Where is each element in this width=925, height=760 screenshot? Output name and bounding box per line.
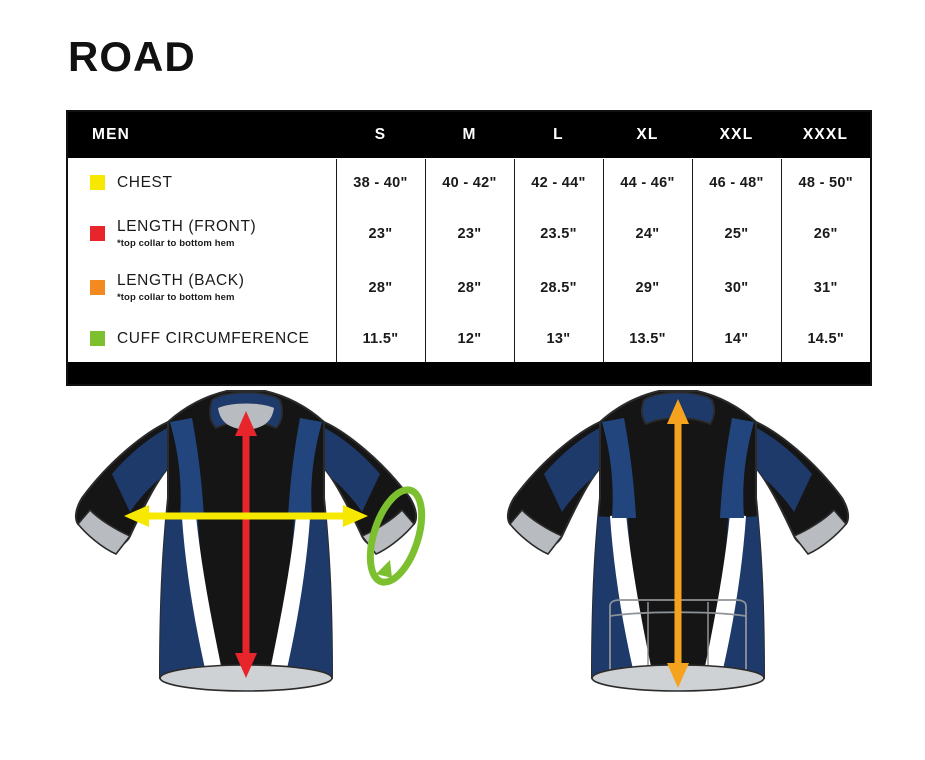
chest-arrow xyxy=(124,505,368,527)
table-row-chest: CHEST 38 - 40" 40 - 42" 42 - 44" 44 - 46… xyxy=(68,158,870,207)
cuff-value-xxl: 14" xyxy=(691,314,781,362)
jersey-illustration-area xyxy=(0,378,925,718)
length-back-value-xl: 29" xyxy=(602,260,692,315)
header-size-xxxl: XXXL xyxy=(802,126,849,143)
chest-label: CHEST xyxy=(117,173,173,191)
chest-value-m: 40 - 42" xyxy=(424,158,514,207)
header-size-xl: XL xyxy=(636,126,659,143)
table-header-row: MEN S M L XL XXL XXXL xyxy=(68,112,870,159)
header-size-s: S xyxy=(374,126,387,143)
cuff-circumference-color-swatch xyxy=(90,331,105,346)
jersey-front-view xyxy=(74,390,426,692)
row-label-length-front: LENGTH (FRONT) *top collar to bottom hem xyxy=(68,206,336,261)
chest-value-xxxl: 48 - 50" xyxy=(780,158,870,207)
header-size-m: M xyxy=(462,126,477,143)
chest-value-l: 42 - 44" xyxy=(513,158,603,207)
chest-color-swatch xyxy=(90,175,105,190)
length-back-value-xxxl: 31" xyxy=(780,260,870,315)
row-label-chest: CHEST xyxy=(68,158,336,207)
back-left-sleeve xyxy=(506,420,601,555)
chest-value-xl: 44 - 46" xyxy=(602,158,692,207)
size-chart-table-container: MEN S M L XL XXL XXXL CHEST xyxy=(66,110,872,386)
length-back-arrow xyxy=(667,399,689,688)
length-front-value-l: 23.5" xyxy=(513,206,603,261)
length-front-color-swatch xyxy=(90,225,105,241)
cuff-value-xxxl: 14.5" xyxy=(780,314,870,362)
page-title: ROAD xyxy=(68,33,196,80)
cuff-value-m: 12" xyxy=(424,314,514,362)
cuff-circumference-loop xyxy=(366,486,426,586)
cuff-value-s: 11.5" xyxy=(335,314,425,362)
cuff-value-l: 13" xyxy=(513,314,603,362)
table-row-length-back: LENGTH (BACK) *top collar to bottom hem … xyxy=(68,260,870,315)
length-back-note: *top collar to bottom hem xyxy=(117,291,235,303)
length-front-value-s: 23" xyxy=(335,206,425,261)
cuff-circumference-label: CUFF CIRCUMFERENCE xyxy=(117,329,310,347)
length-front-arrow xyxy=(235,411,257,678)
length-back-value-xxl: 30" xyxy=(691,260,781,315)
length-front-value-xxl: 25" xyxy=(691,206,781,261)
cuff-value-xl: 13.5" xyxy=(602,314,692,362)
length-back-value-m: 28" xyxy=(424,260,514,315)
length-back-label: LENGTH (BACK) xyxy=(117,271,245,289)
table-row-length-front: LENGTH (FRONT) *top collar to bottom hem… xyxy=(68,206,870,261)
row-label-cuff-circumference: CUFF CIRCUMFERENCE xyxy=(68,314,336,362)
header-size-l: L xyxy=(553,126,564,143)
length-front-value-m: 23" xyxy=(424,206,514,261)
length-back-color-swatch xyxy=(90,279,105,295)
header-size-xxl: XXL xyxy=(719,126,754,143)
table-row-cuff-circumference: CUFF CIRCUMFERENCE 11.5" 12" 13" 13.5" 1… xyxy=(68,314,870,362)
header-men-label: MEN xyxy=(92,126,131,143)
length-back-value-l: 28.5" xyxy=(513,260,603,315)
row-label-length-back: LENGTH (BACK) *top collar to bottom hem xyxy=(68,260,336,315)
size-chart-table: MEN S M L XL XXL XXXL CHEST xyxy=(68,112,870,362)
table-footer-band xyxy=(68,362,870,384)
length-front-value-xl: 24" xyxy=(602,206,692,261)
chest-value-xxl: 46 - 48" xyxy=(691,158,781,207)
back-right-sleeve xyxy=(755,420,850,555)
jersey-back-view xyxy=(506,390,850,692)
chest-value-s: 38 - 40" xyxy=(335,158,425,207)
length-front-note: *top collar to bottom hem xyxy=(117,237,235,249)
length-back-value-s: 28" xyxy=(335,260,425,315)
front-left-sleeve xyxy=(74,420,169,555)
length-front-value-xxxl: 26" xyxy=(780,206,870,261)
length-front-label: LENGTH (FRONT) xyxy=(117,217,257,235)
